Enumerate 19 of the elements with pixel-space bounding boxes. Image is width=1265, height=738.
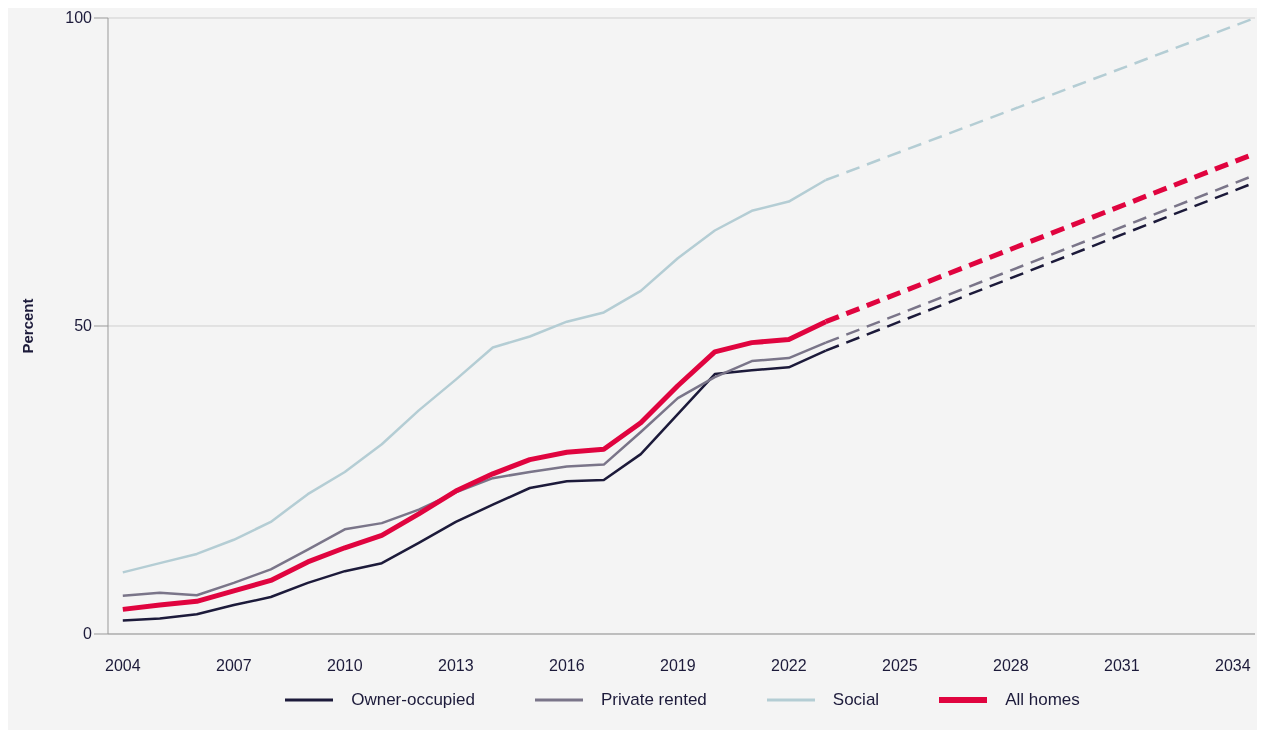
x-tick-label: 2019 — [660, 657, 696, 675]
x-tick-label: 2031 — [1104, 657, 1140, 675]
x-tick-label: 2025 — [882, 657, 918, 675]
legend-label: Social — [832, 690, 880, 710]
x-tick-label: 2010 — [327, 657, 363, 675]
x-tick-label: 2034 — [1215, 657, 1251, 675]
x-tick-label: 2013 — [438, 657, 474, 675]
y-axis-title: Percent — [19, 298, 37, 354]
y-tick-label: 50 — [74, 317, 93, 334]
y-tick-label: 100 — [65, 9, 93, 26]
x-tick-label: 2016 — [549, 657, 585, 675]
y-tick-label: 0 — [83, 625, 93, 642]
legend-label: Owner-occupied — [351, 690, 475, 710]
legend-label: Private rented — [600, 690, 707, 710]
x-tick-label: 2028 — [993, 657, 1029, 675]
x-tick-label: 2004 — [105, 657, 141, 675]
x-tick-label: 2007 — [216, 657, 252, 675]
legend-label: All homes — [1005, 690, 1080, 710]
x-tick-label: 2022 — [771, 657, 807, 675]
